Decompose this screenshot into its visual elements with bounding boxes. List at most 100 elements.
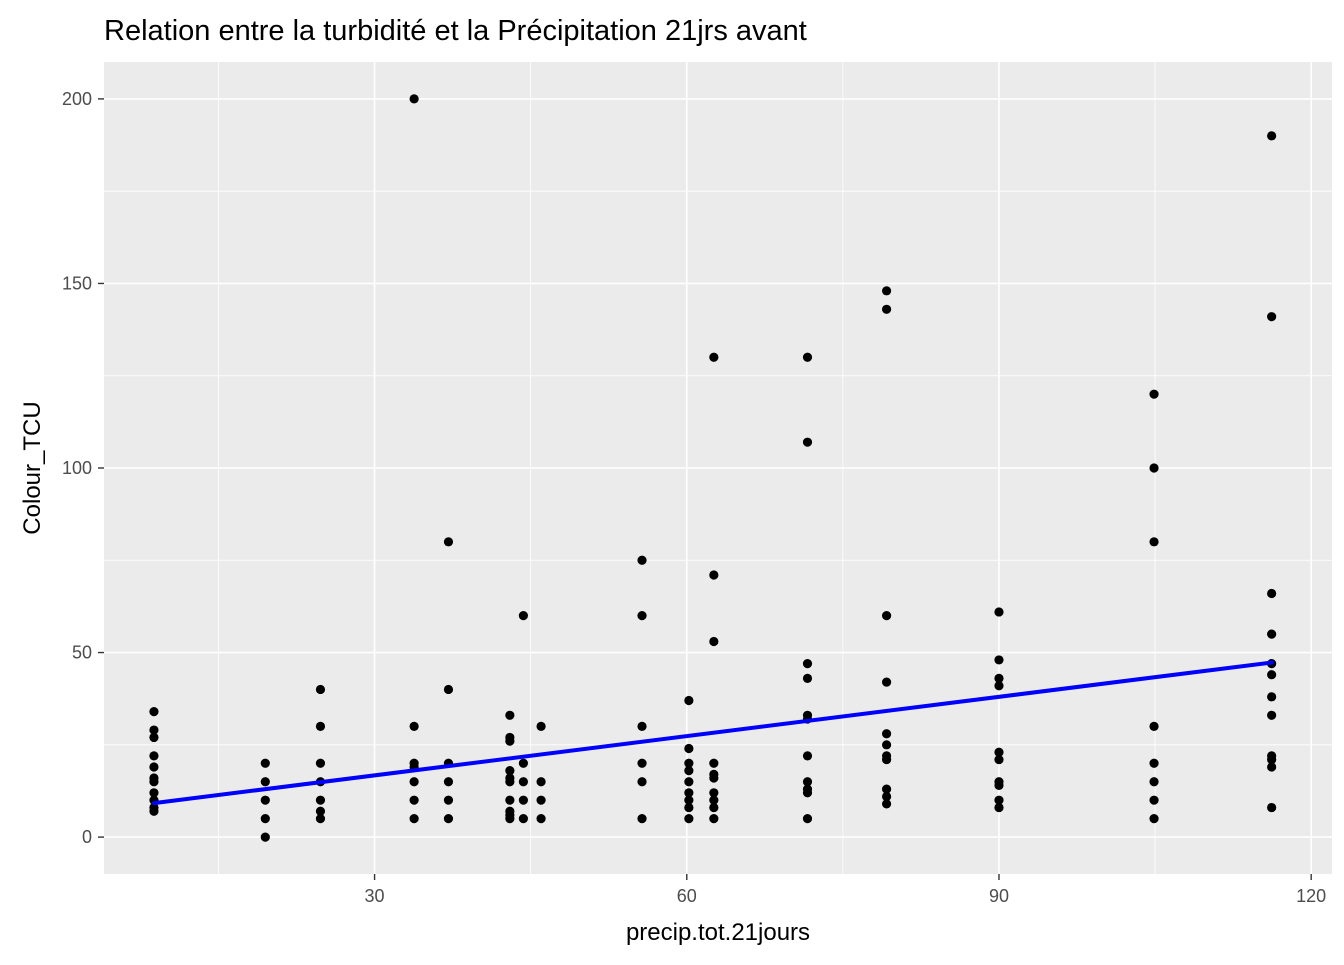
data-point	[709, 773, 719, 783]
data-point	[409, 721, 419, 731]
data-point	[709, 795, 719, 805]
data-point	[881, 677, 892, 687]
data-point	[709, 352, 719, 362]
data-point	[1267, 762, 1277, 772]
data-point	[149, 806, 159, 816]
y-tick-label: 100	[62, 458, 92, 478]
data-point	[443, 795, 454, 805]
data-point	[315, 684, 326, 695]
data-point	[1149, 463, 1159, 473]
data-point	[260, 814, 270, 824]
data-point	[1267, 629, 1277, 639]
data-point	[709, 636, 719, 647]
data-point	[709, 788, 719, 798]
y-tick-label: 200	[62, 89, 92, 109]
data-point	[505, 795, 515, 805]
data-point	[881, 740, 892, 750]
data-point	[1149, 758, 1159, 768]
data-point	[1267, 802, 1277, 813]
data-point	[518, 611, 528, 621]
data-point	[260, 777, 270, 787]
data-point	[994, 780, 1004, 791]
data-point	[881, 304, 892, 314]
data-point	[1267, 588, 1277, 599]
data-point	[881, 754, 892, 765]
data-point	[149, 707, 159, 717]
data-point	[1267, 670, 1277, 680]
data-point	[1267, 312, 1277, 322]
data-point	[684, 802, 694, 813]
data-point	[709, 570, 719, 580]
data-point	[881, 784, 892, 794]
data-point	[1149, 537, 1159, 547]
data-point	[637, 555, 647, 565]
data-point	[994, 754, 1004, 765]
data-point	[409, 777, 419, 787]
major-gridlines	[104, 62, 1332, 874]
data-point	[315, 721, 326, 731]
data-point	[709, 802, 719, 813]
trend-line	[151, 660, 1274, 806]
data-point	[684, 788, 694, 798]
data-point	[802, 814, 813, 824]
data-point	[505, 766, 515, 776]
data-point	[994, 802, 1004, 813]
data-point	[684, 777, 694, 787]
data-point	[536, 795, 546, 805]
data-point	[149, 762, 159, 772]
y-axis-title: Colour_TCU	[19, 401, 46, 534]
data-point	[315, 795, 326, 805]
data-point	[1267, 692, 1277, 702]
data-point	[637, 814, 647, 824]
data-point	[709, 758, 719, 768]
data-point	[505, 814, 515, 824]
data-point	[1149, 777, 1159, 787]
data-point	[802, 659, 813, 669]
data-point	[994, 655, 1004, 665]
data-point	[684, 758, 694, 768]
data-point	[518, 814, 528, 824]
data-point	[684, 795, 694, 805]
y-tick-label: 50	[72, 643, 92, 663]
data-point	[994, 673, 1004, 683]
data-point	[802, 437, 813, 447]
x-axis-ticks: 30 60 90 120	[365, 874, 1326, 906]
data-point	[409, 795, 419, 805]
data-point	[518, 777, 528, 787]
data-point	[518, 758, 528, 768]
data-point	[881, 286, 892, 296]
data-point	[315, 806, 326, 816]
data-point	[315, 814, 326, 824]
x-tick-label: 90	[989, 886, 1009, 906]
chart-title: Relation entre la turbidité et la Précip…	[104, 15, 807, 47]
data-point	[637, 721, 647, 731]
data-point	[443, 684, 454, 695]
data-point	[709, 814, 719, 824]
data-point	[315, 758, 326, 768]
data-point	[260, 832, 270, 842]
trend-line-group	[151, 660, 1274, 806]
data-point	[802, 352, 813, 362]
data-point	[881, 799, 892, 809]
x-axis-title: precip.tot.21jours	[626, 919, 810, 946]
data-point	[684, 695, 694, 706]
data-points	[149, 94, 1277, 842]
data-point	[1267, 710, 1277, 720]
data-point	[684, 766, 694, 776]
data-point	[637, 611, 647, 621]
data-point	[881, 791, 892, 802]
data-point	[881, 729, 892, 739]
data-point	[443, 814, 454, 824]
data-point	[1149, 814, 1159, 824]
data-point	[149, 725, 159, 735]
y-axis-ticks: 0 50 100 150 200	[62, 89, 104, 847]
data-point	[1149, 721, 1159, 731]
data-point	[149, 788, 159, 798]
data-point	[536, 814, 546, 824]
y-tick-label: 150	[62, 273, 92, 293]
data-point	[149, 751, 159, 761]
data-point	[260, 795, 270, 805]
data-point	[149, 777, 159, 787]
data-point	[518, 795, 528, 805]
